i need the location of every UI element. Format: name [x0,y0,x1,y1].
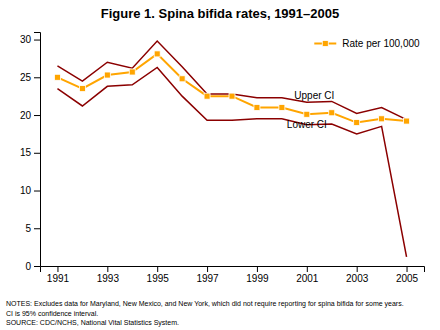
x-tick-label: 1991 [47,273,70,284]
x-tick-mark [107,266,108,272]
x-tick-mark [207,266,208,272]
y-tick: 20 [20,110,40,121]
series-marker [104,72,110,78]
series-marker [129,69,135,75]
series-marker [79,86,85,92]
x-tick: 1999 [246,266,269,284]
y-tick: 0 [25,261,40,272]
y-tick-mark [34,191,40,192]
legend-item: Rate per 100,000 [314,38,420,49]
y-tick-mark [34,115,40,116]
series-marker [179,76,185,82]
series-marker [304,111,310,117]
annotation: Upper CI [294,90,334,101]
series-line [57,41,406,120]
series-marker [54,74,60,80]
x-tick-label: 1999 [246,273,269,284]
y-tick-mark [34,153,40,154]
plot-area [54,41,409,257]
legend-marker [322,41,328,47]
legend-label: Rate per 100,000 [342,38,420,49]
y-tick-label: 10 [20,185,32,196]
y-axis: 0 5 10 15 20 25 30 [20,33,41,272]
series-marker [329,110,335,116]
notes: NOTES: Excludes data for Maryland, New M… [6,300,404,327]
y-tick-label: 15 [20,147,32,158]
y-axis-line [34,33,41,267]
x-tick-label: 1995 [147,273,170,284]
x-tick-mark [57,266,58,272]
y-tick: 5 [25,223,40,234]
x-axis: 1991 1993 1995 1997 1999 2001 2003 2005 [41,266,425,284]
x-tick-label: 1993 [97,273,120,284]
y-tick-mark [34,40,40,41]
y-tick: 30 [20,34,40,45]
y-tick-label: 30 [20,34,32,45]
title: Figure 1. Spina bifida rates, 1991–2005 [101,6,339,21]
chart: Figure 1. Spina bifida rates, 1991–2005 1… [0,0,440,330]
series-marker [404,118,410,124]
y-tick-mark [34,266,40,267]
y-tick: 10 [20,185,40,196]
y-tick-label: 25 [20,72,32,83]
series-marker [254,104,260,110]
note: CI is 95% confidence interval. [6,310,98,317]
annotation: Lower CI [287,119,327,130]
series-marker [279,104,285,110]
series-line [57,54,406,123]
x-tick: 2003 [346,266,369,284]
y-tick-mark [34,228,40,229]
x-tick-mark [307,266,308,272]
x-tick-mark [357,266,358,272]
y-tick-mark [34,77,40,78]
series-line [57,67,406,256]
y-tick: 15 [20,147,40,158]
x-tick: 1991 [47,266,70,284]
x-tick-label: 2003 [346,273,369,284]
x-tick-label: 2005 [396,273,419,284]
x-tick-label: 1997 [196,273,219,284]
x-tick-mark [257,266,258,272]
x-tick: 2001 [296,266,319,284]
x-tick: 1995 [147,266,170,284]
series-marker [229,93,235,99]
x-tick: 1993 [97,266,120,284]
series-marker [354,120,360,126]
note: SOURCE: CDC/NCHS, National Vital Statist… [6,319,179,327]
x-tick: 1997 [196,266,219,284]
series-marker [204,93,210,99]
x-tick-mark [407,266,408,272]
y-tick-label: 20 [20,110,32,121]
x-tick-mark [157,266,158,272]
note: NOTES: Excludes data for Maryland, New M… [6,300,404,308]
x-tick-label: 2001 [296,273,319,284]
x-axis-line [41,267,425,273]
series-marker [154,51,160,57]
series-marker [379,116,385,122]
y-tick: 25 [20,72,40,83]
x-tick: 2005 [396,266,419,284]
y-tick-label: 5 [25,223,31,234]
legend: Rate per 100,000 [314,38,420,49]
y-tick-label: 0 [25,261,31,272]
